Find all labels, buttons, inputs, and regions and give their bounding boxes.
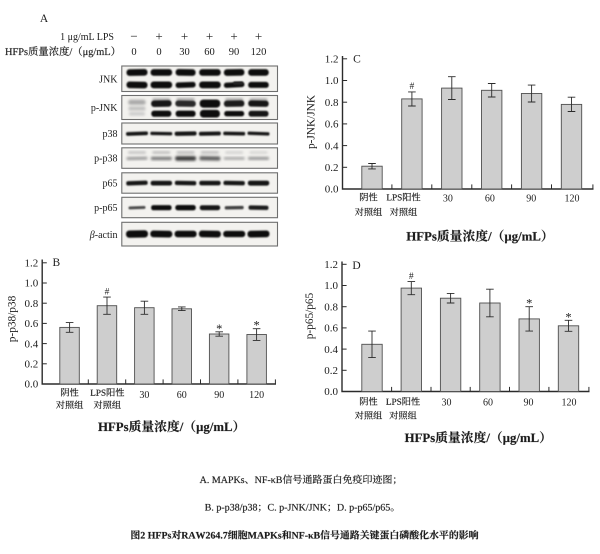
svg-text:1 μg/mL LPS: 1 μg/mL LPS <box>60 32 114 43</box>
svg-text:60: 60 <box>177 390 187 401</box>
svg-text:1.0: 1.0 <box>325 75 339 87</box>
svg-text:0.0: 0.0 <box>325 184 339 196</box>
svg-text:p-p38: p-p38 <box>94 154 117 165</box>
svg-text:+: + <box>155 29 162 44</box>
svg-text:120: 120 <box>249 390 264 401</box>
svg-text:*: * <box>216 322 222 336</box>
svg-text:90: 90 <box>524 398 534 409</box>
svg-text:30: 30 <box>443 194 453 205</box>
svg-text:0.4: 0.4 <box>24 338 38 350</box>
svg-text:#: # <box>410 82 415 92</box>
svg-text:60: 60 <box>485 194 495 205</box>
svg-text:C: C <box>353 53 361 65</box>
svg-text:30: 30 <box>139 390 149 401</box>
svg-text:p65: p65 <box>103 179 118 190</box>
svg-text:1.2: 1.2 <box>325 54 339 66</box>
svg-text:JNK: JNK <box>99 74 118 85</box>
svg-text:0.6: 0.6 <box>324 323 338 335</box>
svg-text:0.4: 0.4 <box>324 344 338 356</box>
svg-text:1.2: 1.2 <box>324 259 338 271</box>
svg-text:1.0: 1.0 <box>324 280 338 292</box>
svg-text:p-p38/p38: p-p38/p38 <box>7 295 19 342</box>
svg-text:60: 60 <box>483 398 493 409</box>
svg-text:p-JNK/JNK: p-JNK/JNK <box>306 94 318 149</box>
svg-text:B: B <box>52 257 60 269</box>
svg-text:60: 60 <box>204 47 215 58</box>
svg-text:1.0: 1.0 <box>24 278 38 290</box>
svg-text:0.2: 0.2 <box>325 162 339 174</box>
svg-text:0: 0 <box>156 47 161 58</box>
svg-text:A: A <box>40 13 49 25</box>
svg-text:+: + <box>230 29 237 44</box>
svg-text:0.8: 0.8 <box>324 301 338 313</box>
svg-text:0: 0 <box>131 47 136 58</box>
svg-text:120: 120 <box>251 47 267 58</box>
svg-text:+: + <box>181 29 188 44</box>
svg-text:120: 120 <box>562 398 577 409</box>
svg-text:0.0: 0.0 <box>324 386 338 398</box>
svg-text:p-p65: p-p65 <box>94 203 117 214</box>
svg-text:*: * <box>253 319 259 333</box>
svg-text:0.4: 0.4 <box>325 140 339 152</box>
svg-text:30: 30 <box>179 47 190 58</box>
svg-text:p-JNK: p-JNK <box>91 103 118 114</box>
svg-text:D: D <box>352 260 360 272</box>
svg-text:90: 90 <box>214 390 224 401</box>
svg-text:β-actin: β-actin <box>89 230 118 241</box>
svg-text:+: + <box>206 29 213 44</box>
svg-text:−: − <box>130 29 137 44</box>
svg-text:p-p65/p65: p-p65/p65 <box>304 292 316 339</box>
svg-text:120: 120 <box>565 194 580 205</box>
svg-text:90: 90 <box>526 194 536 205</box>
svg-text:*: * <box>565 310 571 324</box>
svg-text:1.2: 1.2 <box>24 258 38 270</box>
svg-text:*: * <box>526 297 532 311</box>
svg-text:30: 30 <box>442 398 452 409</box>
svg-text:0.8: 0.8 <box>24 298 38 310</box>
svg-text:0.0: 0.0 <box>24 379 38 391</box>
svg-text:#: # <box>105 287 110 297</box>
svg-text:0.6: 0.6 <box>24 318 38 330</box>
svg-text:90: 90 <box>229 47 240 58</box>
svg-text:+: + <box>255 29 262 44</box>
svg-text:p38: p38 <box>103 129 118 140</box>
svg-text:0.2: 0.2 <box>24 359 38 371</box>
svg-text:0.6: 0.6 <box>325 119 339 131</box>
svg-text:#: # <box>409 272 414 282</box>
svg-text:0.2: 0.2 <box>324 365 338 377</box>
svg-text:0.8: 0.8 <box>325 97 339 109</box>
